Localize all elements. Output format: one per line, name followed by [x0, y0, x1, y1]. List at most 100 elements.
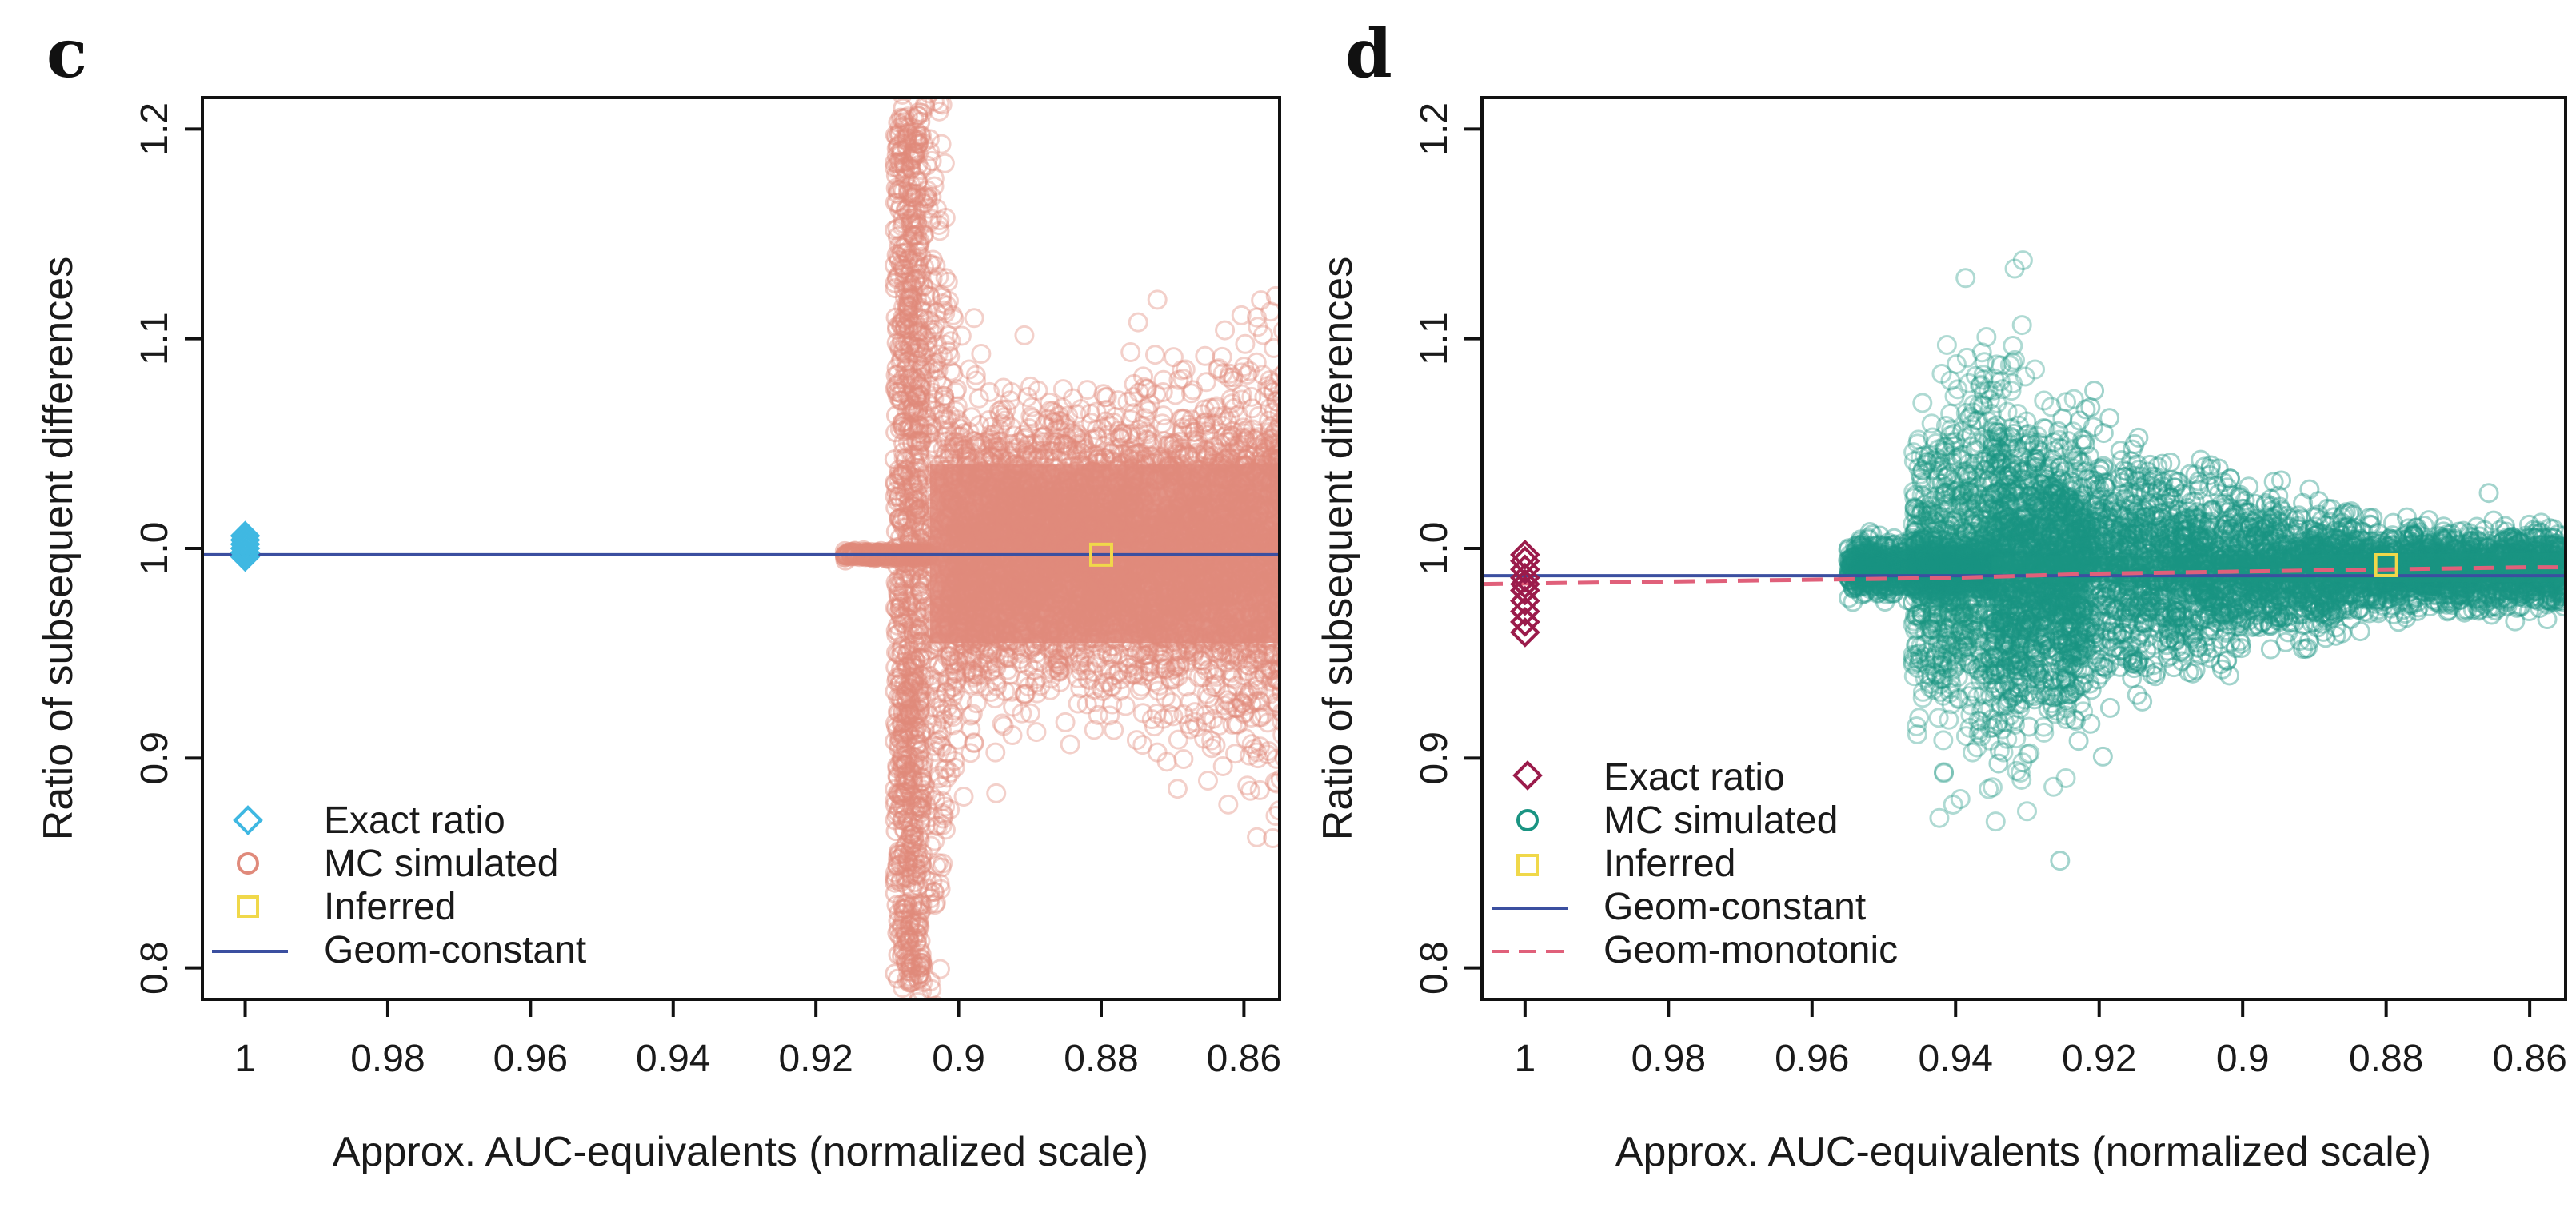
c-mc-point — [1263, 402, 1280, 423]
c-mc-point — [1169, 651, 1190, 672]
c-mc-point — [1285, 637, 1303, 655]
c-mc-simulated-points — [834, 98, 1308, 999]
c-mc-point — [911, 373, 932, 393]
c-mc-point — [1279, 672, 1280, 677]
panel-c: c 1 0.98 0.96 0.94 0.92 0.9 0.88 0.86 0.80.91.0… — [35, 14, 1308, 1175]
c-mc-point — [1288, 492, 1305, 510]
c-mc-point — [1183, 645, 1204, 666]
c-mc-point — [1284, 521, 1301, 539]
c-mc-point — [905, 199, 925, 220]
c-mc-point — [1000, 390, 1020, 411]
c-mc-point — [909, 965, 929, 986]
c-mc-point — [906, 343, 927, 364]
c-mc-point — [1279, 537, 1280, 546]
c-mc-point — [1288, 694, 1305, 712]
c-mc-point — [1044, 658, 1065, 679]
c-mc-point — [894, 344, 915, 365]
c-mc-point — [943, 443, 964, 464]
c-mc-point — [1171, 437, 1192, 458]
c-mc-point — [1147, 289, 1168, 310]
c-mc-point — [1248, 317, 1268, 337]
c-mc-point — [910, 430, 931, 451]
c-mc-point — [901, 367, 921, 388]
c-mc-point — [972, 664, 992, 685]
c-mc-point — [1217, 411, 1238, 432]
c-mc-point — [913, 751, 934, 771]
c-mc-point — [893, 581, 913, 602]
c-mc-point — [1010, 648, 1031, 669]
c-mc-point — [916, 409, 937, 429]
c-mc-point — [922, 714, 943, 735]
c-mc-point — [1076, 660, 1096, 680]
c-mc-point — [1120, 441, 1141, 462]
c-mc-point — [1087, 426, 1107, 447]
c-mc-point — [1291, 528, 1308, 545]
c-mc-point — [1278, 560, 1280, 571]
c-mc-point — [1279, 703, 1280, 711]
c-mc-point — [1236, 430, 1256, 451]
c-mc-point — [1097, 425, 1118, 445]
c-mc-point — [1274, 437, 1280, 455]
c-mc-point — [933, 853, 953, 874]
c-mc-point — [908, 470, 929, 491]
c-mc-point — [1184, 421, 1205, 442]
c-mc-point — [1278, 558, 1280, 568]
c-mc-point — [1058, 405, 1079, 426]
c-mc-point — [909, 270, 930, 291]
c-mc-point — [1285, 333, 1303, 350]
c-mc-point — [1212, 755, 1233, 776]
c-mc-point — [1131, 442, 1152, 463]
c-mc-point — [1101, 648, 1122, 668]
c-mc-point — [1044, 441, 1064, 462]
c-mc-point — [1268, 696, 1280, 717]
c-mc-point — [1040, 680, 1060, 700]
c-mc-point — [911, 900, 932, 921]
c-mc-point — [893, 750, 913, 771]
c-mc-point — [922, 249, 943, 270]
c-mc-point — [1025, 650, 1046, 671]
c-mc-point — [1167, 779, 1188, 799]
c-mc-point — [1192, 404, 1212, 425]
c-mc-point — [1096, 659, 1117, 680]
c-mc-point — [920, 98, 939, 104]
c-mc-point — [912, 102, 933, 123]
c-mc-point — [907, 709, 928, 730]
c-mc-point — [965, 365, 986, 385]
c-mc-point — [1278, 516, 1280, 525]
c-mc-point — [945, 424, 965, 445]
c-mc-point — [915, 359, 936, 380]
c-mc-point — [937, 409, 957, 429]
c-mc-point — [1287, 728, 1304, 745]
c-mc-point — [1278, 466, 1280, 477]
c-mc-point — [1134, 408, 1155, 429]
c-mc-point — [987, 436, 1008, 456]
c-mc-point — [1216, 425, 1236, 446]
c-mc-point — [1289, 416, 1307, 433]
c-mc-point — [929, 266, 949, 287]
c-mc-point — [1048, 655, 1069, 676]
c-mc-point — [1267, 391, 1280, 412]
c-mc-point — [1071, 399, 1092, 420]
c-mc-point — [893, 341, 913, 362]
c-mc-point — [1212, 415, 1233, 436]
c-mc-point — [910, 488, 931, 508]
c-mc-point — [1211, 433, 1232, 454]
c-mc-point — [963, 430, 984, 451]
c-mc-point — [924, 669, 945, 690]
c-mc-point — [917, 188, 938, 209]
c-mc-point — [1289, 618, 1307, 636]
c-mc-point — [910, 528, 931, 549]
c-mc-point — [1272, 636, 1280, 656]
c-mc-point — [913, 755, 933, 775]
c-mc-point — [869, 542, 889, 563]
c-mc-point — [947, 409, 968, 430]
c-mc-point — [1285, 493, 1303, 511]
c-mc-point — [1047, 419, 1068, 440]
c-mc-point — [980, 662, 1001, 683]
c-mc-point — [950, 419, 971, 440]
c-mc-point — [897, 931, 918, 952]
c-mc-point — [923, 353, 944, 373]
c-mc-point — [1272, 658, 1280, 679]
c-mc-point — [885, 547, 906, 568]
c-mc-point — [1137, 424, 1158, 445]
